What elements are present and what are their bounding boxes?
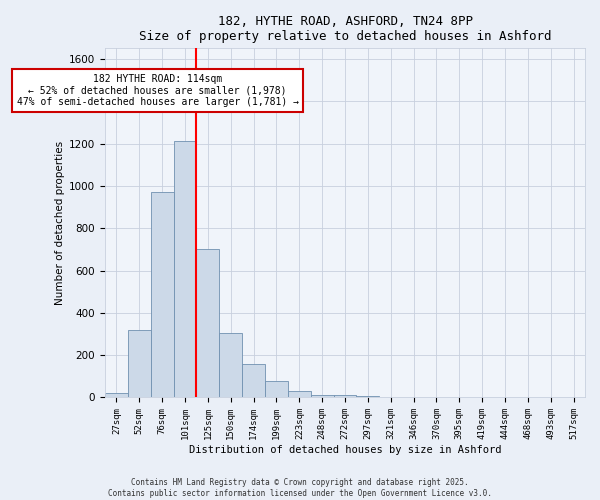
Bar [196, 250, 220, 398]
Bar [220, 333, 242, 398]
Bar [128, 330, 151, 398]
Text: Contains HM Land Registry data © Crown copyright and database right 2025.
Contai: Contains HM Land Registry data © Crown c… [108, 478, 492, 498]
X-axis label: Distribution of detached houses by size in Ashford: Distribution of detached houses by size … [189, 445, 501, 455]
Bar [151, 192, 173, 398]
Bar [105, 393, 128, 398]
Bar [288, 391, 311, 398]
Bar [265, 380, 288, 398]
Bar [242, 364, 265, 398]
Bar [379, 397, 402, 398]
Bar [356, 396, 379, 398]
Y-axis label: Number of detached properties: Number of detached properties [55, 141, 65, 305]
Bar [311, 396, 334, 398]
Text: 182 HYTHE ROAD: 114sqm
← 52% of detached houses are smaller (1,978)
47% of semi-: 182 HYTHE ROAD: 114sqm ← 52% of detached… [17, 74, 299, 107]
Bar [334, 396, 356, 398]
Title: 182, HYTHE ROAD, ASHFORD, TN24 8PP
Size of property relative to detached houses : 182, HYTHE ROAD, ASHFORD, TN24 8PP Size … [139, 15, 551, 43]
Bar [173, 142, 196, 398]
